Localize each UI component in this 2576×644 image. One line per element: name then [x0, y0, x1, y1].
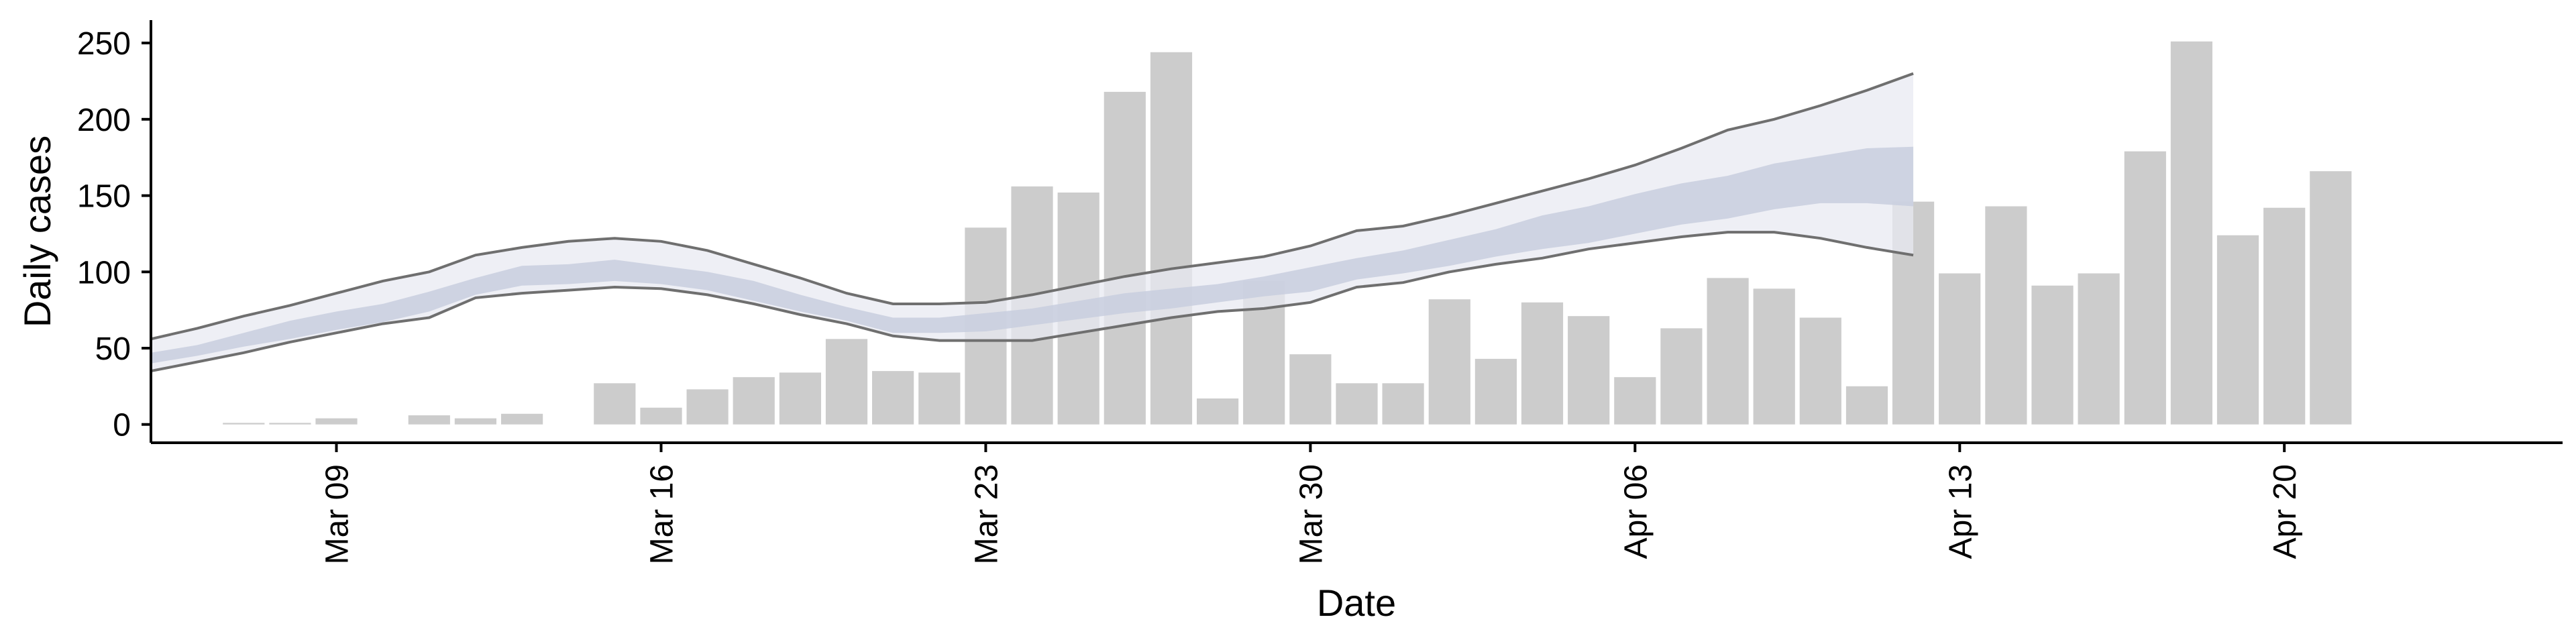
x-tick-label: Mar 23 — [969, 464, 1004, 564]
bar-2020-04-15 — [2031, 285, 2074, 425]
bar-2020-04-06 — [1614, 377, 1656, 425]
x-tick-label: Mar 30 — [1293, 464, 1329, 564]
forecast-upper-line — [150, 72, 1914, 341]
bar-2020-04-03 — [1474, 358, 1517, 425]
bar-2020-04-02 — [1428, 299, 1470, 425]
y-tick-label: 100 — [77, 255, 131, 290]
axes-layer — [150, 20, 2563, 444]
bar-2020-04-11 — [1845, 386, 1888, 425]
bar-2020-03-31 — [1336, 383, 1378, 425]
bar-2020-04-16 — [2078, 273, 2120, 425]
x-axis-title: Date — [1317, 582, 1396, 624]
bar-2020-03-30 — [1289, 354, 1332, 425]
x-ticks: Mar 09 Mar 16 Mar 23 Mar 30 Apr 06 Apr 13 Apr … — [320, 443, 2303, 564]
bar-2020-04-17 — [2124, 151, 2166, 425]
bar-2020-04-20 — [2263, 207, 2306, 425]
bar-2020-03-15 — [594, 383, 636, 425]
bar-2020-03-09 — [315, 418, 358, 425]
bar-2020-03-19 — [779, 372, 821, 425]
x-tick-label: Apr 20 — [2267, 464, 2303, 559]
x-tick-label: Mar 09 — [320, 464, 356, 564]
forecast-band-layer — [150, 72, 1914, 373]
y-tick-label: 200 — [77, 103, 131, 138]
bar-2020-04-19 — [2216, 235, 2259, 425]
bar-2020-03-12 — [454, 418, 496, 425]
bar-2020-03-16 — [640, 407, 682, 425]
bar-2020-04-09 — [1753, 288, 1795, 425]
bar-2020-04-14 — [1985, 206, 2027, 425]
x-tick-label: Apr 06 — [1618, 464, 1654, 559]
bar-2020-03-07 — [223, 423, 265, 425]
bar-2020-03-11 — [408, 415, 450, 425]
bar-2020-04-04 — [1521, 302, 1564, 425]
bar-2020-04-13 — [1939, 273, 1981, 425]
y-tick-label: 250 — [77, 26, 131, 62]
forecast-band-inner — [151, 146, 1914, 364]
x-tick-label: Mar 16 — [645, 464, 680, 564]
bar-2020-04-05 — [1568, 316, 1610, 425]
bar-2020-03-13 — [501, 413, 543, 425]
bar-2020-04-18 — [2170, 41, 2212, 425]
y-ticks: 0 50 100 150 200 250 — [77, 26, 151, 443]
y-tick-label: 150 — [77, 179, 131, 215]
bar-2020-03-20 — [825, 339, 868, 425]
bar-2020-04-07 — [1660, 328, 1703, 425]
bar-2020-03-28 — [1197, 398, 1239, 425]
bar-2020-03-08 — [269, 423, 311, 425]
bar-2020-03-18 — [733, 377, 775, 425]
forecast-lower-line — [150, 231, 1914, 373]
y-tick-label: 50 — [95, 331, 131, 367]
x-tick-label: Apr 13 — [1943, 464, 1978, 559]
bar-2020-04-21 — [2310, 171, 2352, 425]
bar-2020-04-01 — [1382, 383, 1424, 425]
bar-2020-03-17 — [686, 389, 729, 425]
bar-2020-04-10 — [1799, 317, 1841, 425]
bars-layer — [223, 41, 2352, 425]
bar-2020-03-26 — [1104, 91, 1146, 425]
y-axis-title: Daily cases — [16, 136, 58, 327]
bar-2020-03-22 — [918, 372, 961, 425]
bar-2020-03-21 — [872, 371, 914, 425]
bar-2020-03-27 — [1150, 52, 1193, 425]
y-tick-label: 0 — [113, 408, 131, 443]
bar-2020-04-08 — [1707, 278, 1749, 425]
